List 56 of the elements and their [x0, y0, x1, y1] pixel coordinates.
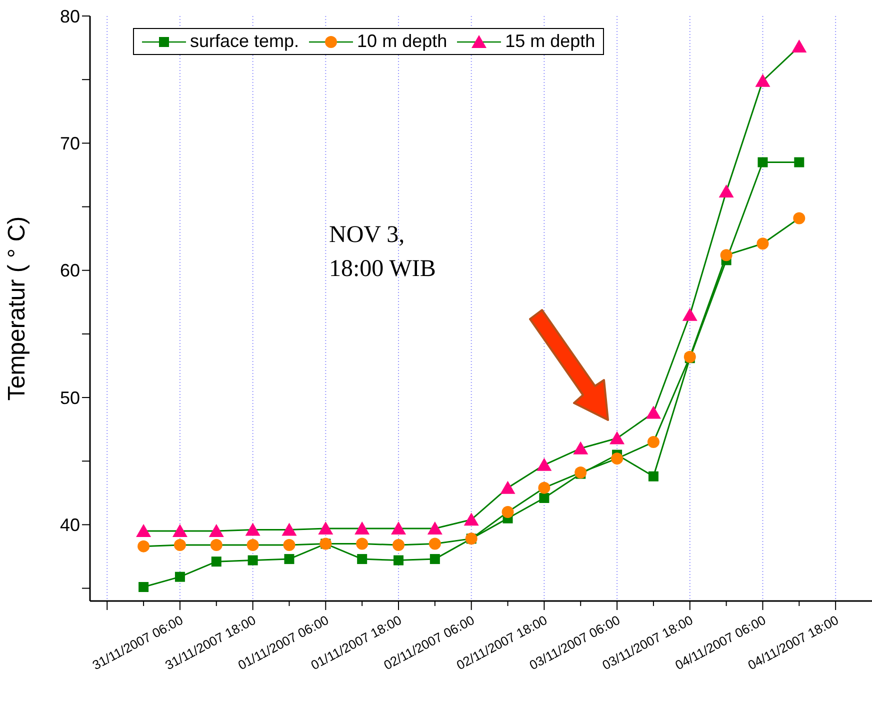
- point: [174, 572, 185, 582]
- point: [356, 538, 368, 550]
- y-tick-label: 80: [60, 6, 80, 26]
- y-axis-title: Temperatur ( ° C): [4, 216, 31, 401]
- point: [211, 556, 222, 567]
- point: [648, 471, 658, 482]
- point: [539, 492, 550, 503]
- point: [392, 539, 404, 552]
- point: [611, 452, 624, 465]
- point: [136, 524, 152, 538]
- y-tick-label: 60: [60, 260, 80, 281]
- point: [248, 555, 258, 566]
- point: [756, 238, 769, 250]
- point: [793, 212, 806, 224]
- point: [138, 582, 149, 592]
- point: [718, 184, 734, 198]
- point: [174, 539, 186, 552]
- point: [536, 458, 552, 471]
- point: [284, 554, 294, 564]
- point: [246, 539, 259, 552]
- y-tick-label: 50: [60, 388, 80, 408]
- point: [792, 40, 807, 53]
- point: [500, 480, 516, 494]
- point: [610, 431, 625, 444]
- point: [755, 74, 770, 87]
- legend-label: 10 m depth: [357, 31, 448, 52]
- point: [245, 522, 260, 536]
- point: [283, 539, 296, 552]
- point: [573, 441, 588, 454]
- point: [354, 522, 370, 535]
- y-tick-label: 70: [60, 134, 80, 154]
- legend-label: surface temp.: [190, 31, 300, 52]
- point: [394, 555, 404, 566]
- point: [318, 522, 334, 535]
- point: [427, 522, 442, 535]
- y-tick-label: 40: [60, 515, 80, 536]
- point: [208, 524, 224, 538]
- legend-label: 15 m depth: [505, 31, 596, 52]
- point: [464, 512, 479, 526]
- point: [502, 506, 514, 518]
- point: [647, 436, 660, 448]
- point: [794, 157, 804, 168]
- point: [758, 157, 768, 168]
- point: [720, 249, 732, 262]
- point: [538, 482, 550, 494]
- point: [430, 554, 440, 564]
- point: [172, 524, 188, 538]
- point: [138, 540, 150, 552]
- point: [646, 406, 661, 419]
- point: [210, 539, 222, 552]
- annotation: NOV 3, 18:00 WIB: [329, 221, 436, 284]
- point: [357, 554, 368, 564]
- point: [428, 538, 441, 550]
- point: [682, 308, 698, 321]
- point: [391, 522, 406, 535]
- point: [282, 522, 297, 536]
